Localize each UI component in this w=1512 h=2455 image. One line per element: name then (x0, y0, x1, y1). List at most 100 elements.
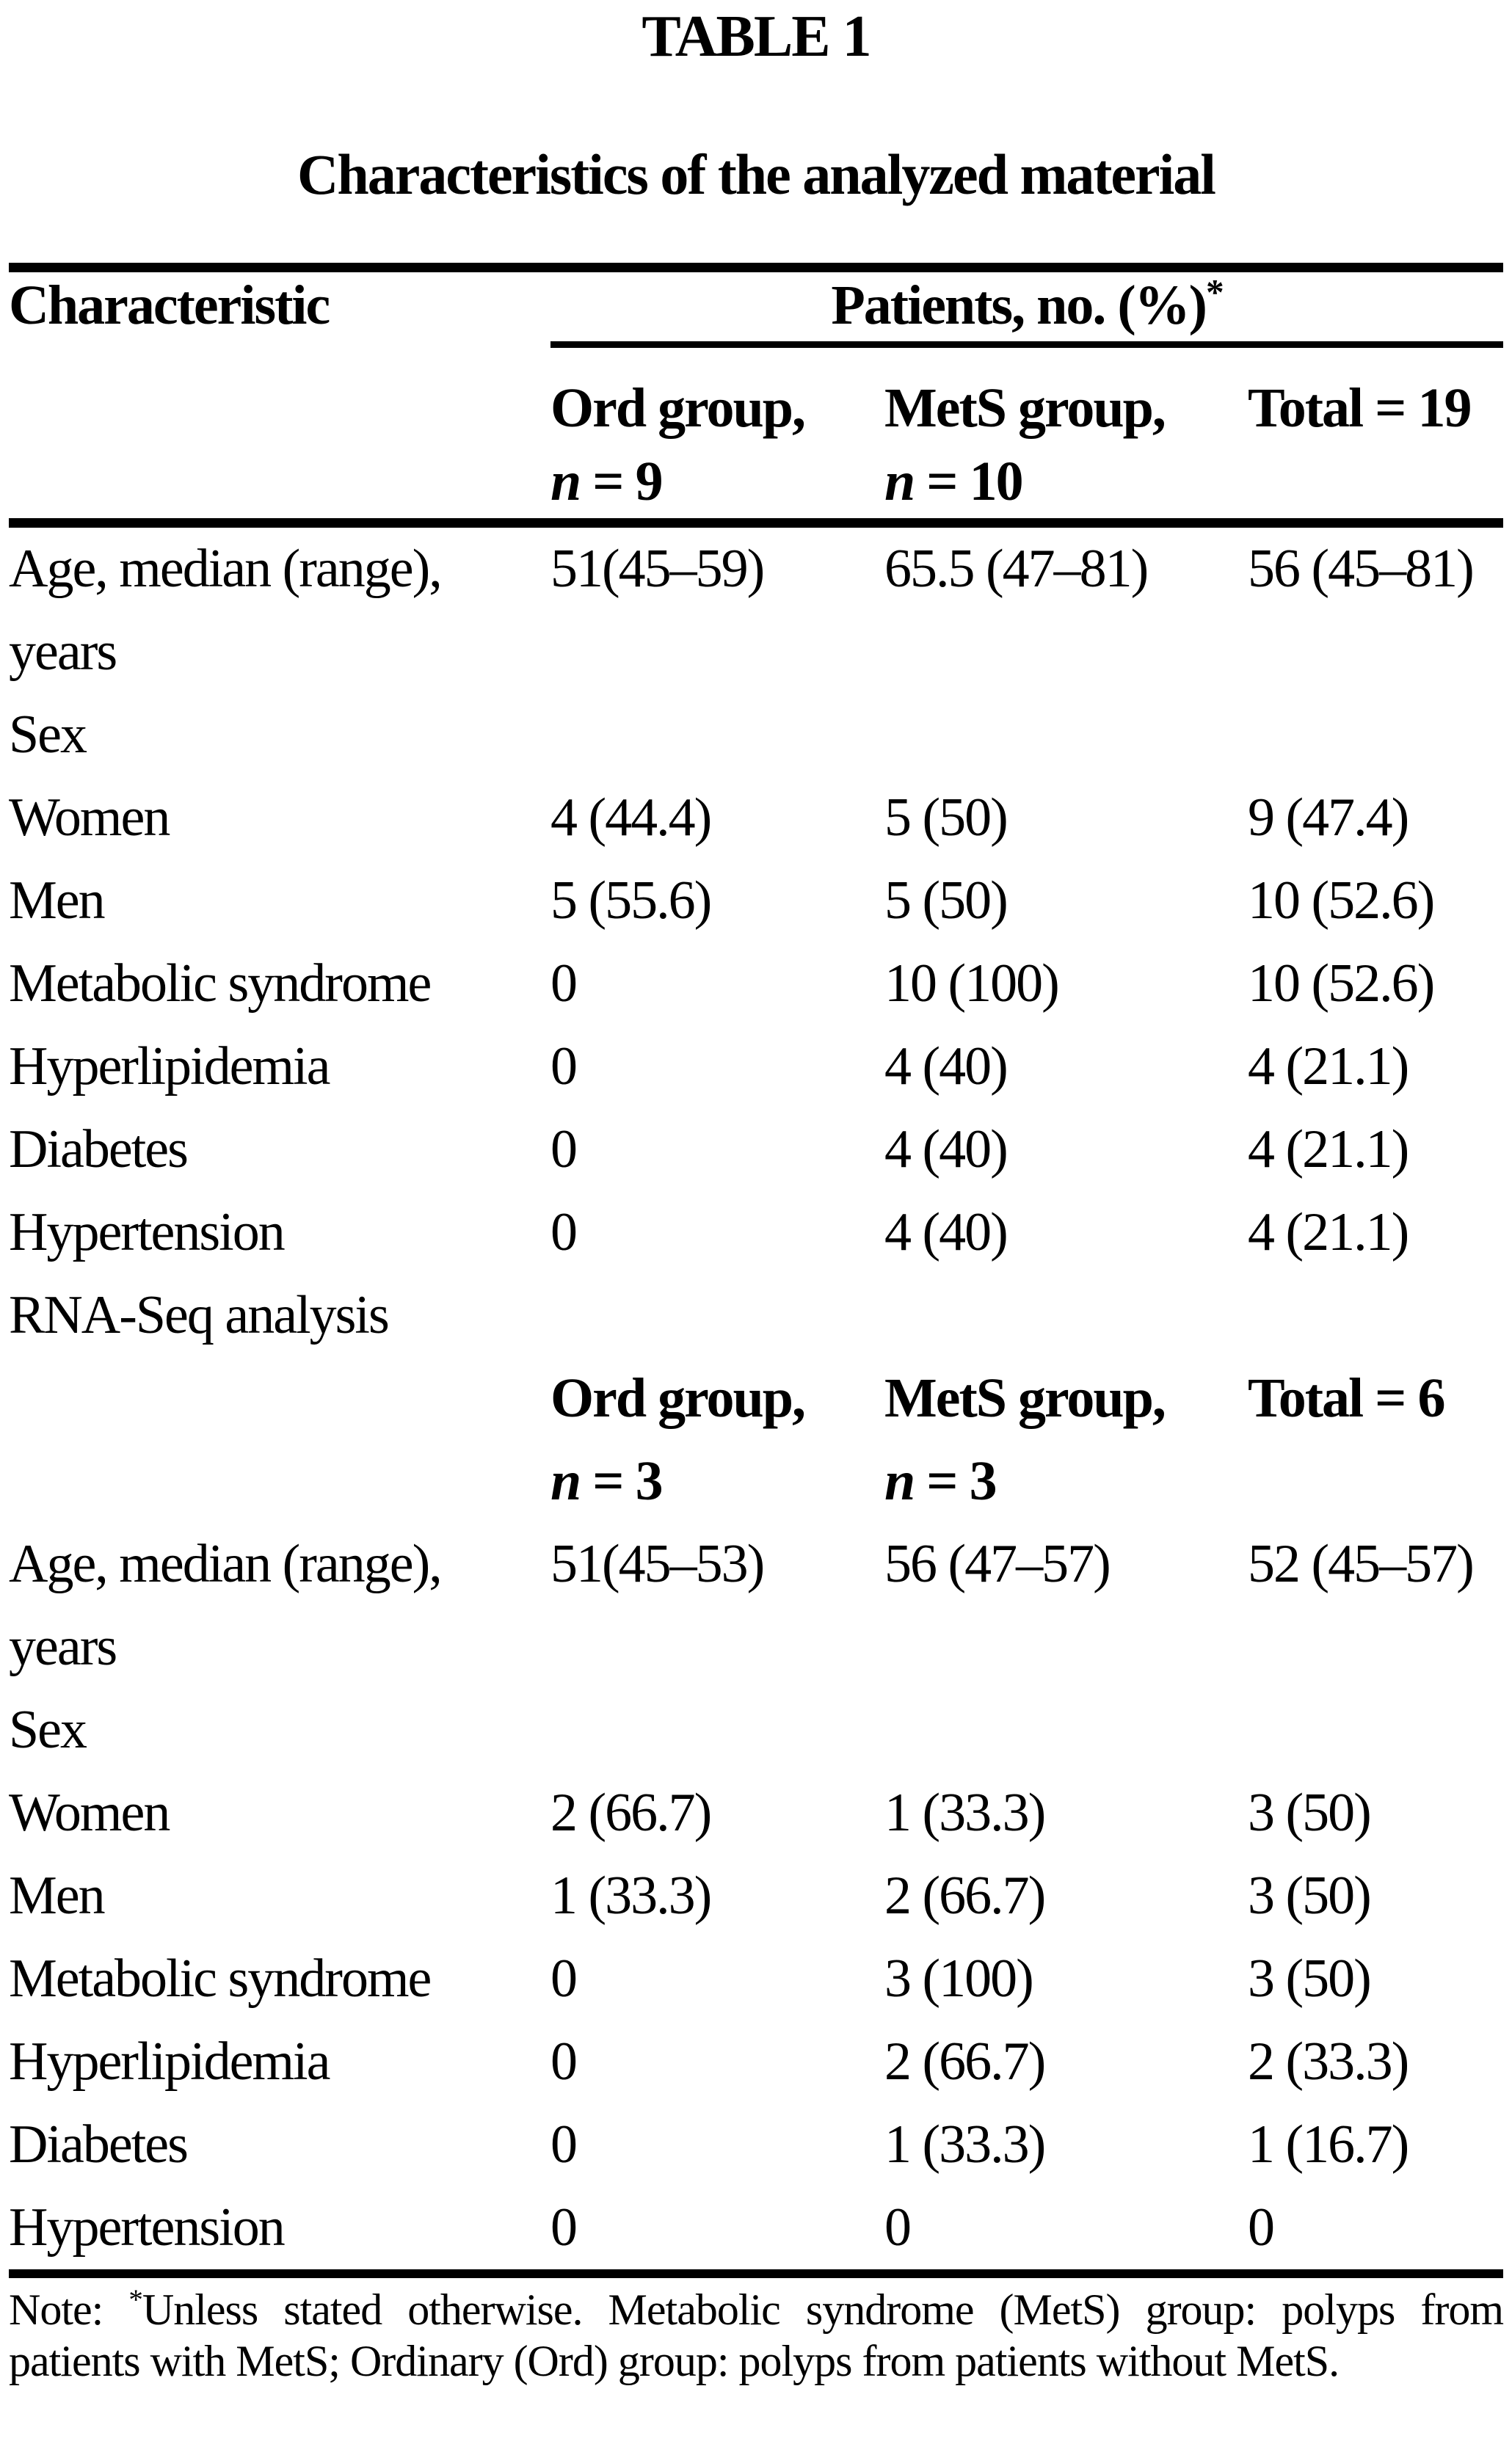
section-label: RNA-Seq analysis (9, 1285, 390, 1345)
total-value (1248, 1274, 1503, 1357)
ord-group-n: n = 9 (550, 451, 664, 512)
characteristic-header: Characteristic (9, 263, 550, 345)
total-value: 2 (33.3) (1248, 2032, 1409, 2092)
table-row: Hypertension 0 0 0 (9, 2186, 1504, 2278)
mets-value: 3 (100) (884, 1949, 1034, 2009)
table-row: Women 4 (44.4) 5 (50) 9 (47.4) (9, 776, 1503, 859)
group-header-row: Ord group, n = 9 MetS group, n = 10 Tota… (9, 345, 1503, 523)
mets-group-label: MetS group, (884, 377, 1166, 439)
table-row: Age, median (range), years 51(45–59) 65.… (9, 518, 1504, 694)
mets-value: 5 (50) (884, 788, 1008, 848)
total-value: 52 (45–57) (1248, 1534, 1475, 1594)
ord-group-label: Ord group, (550, 377, 806, 439)
ord-value: 0 (550, 2114, 578, 2175)
table-footnote: Note: *Unless stated otherwise. Metaboli… (9, 2284, 1504, 2387)
total-value: 3 (50) (1248, 1949, 1372, 2009)
total-value: 3 (50) (1248, 1866, 1372, 1926)
total-value: 56 (45–81) (1248, 518, 1504, 694)
row-label: Women (9, 1783, 170, 1843)
table-row: Age, median (range), years 51(45–53) 56 … (9, 1523, 1503, 1689)
row-label: Hypertension (9, 2186, 550, 2278)
total-value (1248, 694, 1503, 776)
table-row: Metabolic syndrome 0 3 (100) 3 (50) (9, 1938, 1503, 2021)
patients-span-header: Patients, no. (%)* (550, 263, 1504, 348)
row-label: Men (9, 1866, 106, 1926)
ord-value: 0 (550, 1202, 578, 1262)
total-value: 1 (16.7) (1248, 2114, 1409, 2175)
mets-value: 56 (47–57) (884, 1534, 1111, 1594)
total-header: Total = 19 (1248, 345, 1503, 523)
mets-value: 10 (100) (884, 953, 1060, 1014)
mets-value: 2 (66.7) (884, 1866, 1046, 1926)
total-value: 10 (52.6) (1248, 953, 1435, 1014)
n-symbol: n (884, 1450, 915, 1512)
ord-value: 0 (550, 2186, 884, 2278)
total-value: 3 (50) (1248, 1783, 1372, 1843)
mets-value: 2 (66.7) (884, 2032, 1046, 2092)
total-value (1248, 1689, 1503, 1772)
ord-group-label: Ord group, (550, 1367, 806, 1429)
n-symbol: n (550, 1450, 581, 1512)
table-row: Diabetes 0 1 (33.3) 1 (16.7) (9, 2103, 1503, 2186)
row-label: Hyperlipidemia (9, 2032, 330, 2092)
ord-value: 51(45–53) (550, 1534, 765, 1594)
mets-value: 0 (884, 2186, 1248, 2278)
ord-value: 1 (33.3) (550, 1866, 712, 1926)
row-label: Hypertension (9, 1202, 286, 1262)
n-symbol: n (550, 451, 581, 512)
mets-value (884, 694, 1248, 776)
mets-group-header: MetS group, n = 10 (884, 345, 1248, 523)
ord-value: 0 (550, 1119, 578, 1179)
ord-value: 0 (550, 953, 578, 1014)
table-row: Women 2 (66.7) 1 (33.3) 3 (50) (9, 1772, 1503, 1855)
row-label: Diabetes (9, 1119, 189, 1179)
table-row: Men 1 (33.3) 2 (66.7) 3 (50) (9, 1855, 1503, 1938)
table-number-title: TABLE 1 (641, 4, 871, 69)
mets-value: 4 (40) (884, 1036, 1008, 1096)
total-value: 10 (52.6) (1248, 870, 1435, 931)
ord-value: 5 (55.6) (550, 870, 712, 931)
asterisk-footnote-marker: * (128, 2284, 142, 2316)
patients-header-text: Patients, no. (%) (831, 274, 1207, 336)
row-label: Hyperlipidemia (9, 1036, 330, 1096)
asterisk-footnote-marker: * (1205, 272, 1224, 313)
row-label: Metabolic syndrome (9, 1949, 432, 2009)
table-caption: Characteristics of the analyzed material (297, 142, 1216, 206)
ord-value (550, 694, 884, 776)
table-row: Men 5 (55.6) 5 (50) 10 (52.6) (9, 859, 1503, 942)
ord-group-header: Ord group, n = 9 (550, 345, 884, 523)
total-value: 4 (21.1) (1248, 1202, 1409, 1262)
ord-value: 51(45–59) (550, 518, 884, 694)
mets-group-n: n = 10 (884, 451, 1024, 512)
mets-value: 4 (40) (884, 1119, 1008, 1179)
row-label: Women (9, 788, 170, 848)
mets-value: 5 (50) (884, 870, 1008, 931)
table-row: Metabolic syndrome 0 10 (100) 10 (52.6) (9, 942, 1503, 1025)
empty-cell (9, 1357, 550, 1523)
ord-group-header: Ord group, n = 3 (550, 1357, 884, 1523)
table-row: Hyperlipidemia 0 4 (40) 4 (21.1) (9, 1025, 1503, 1108)
ord-value: 0 (550, 2032, 578, 2092)
table-row: Hyperlipidemia 0 2 (66.7) 2 (33.3) (9, 2021, 1503, 2103)
mets-value (884, 1274, 1248, 1357)
table-row: Hypertension 0 4 (40) 4 (21.1) (9, 1191, 1503, 1274)
mets-group-header: MetS group, n = 3 (884, 1357, 1248, 1523)
characteristics-table: Characteristic Patients, no. (%)* Ord gr… (9, 263, 1504, 2278)
ord-group-n: n = 3 (550, 1450, 664, 1512)
table-row: Diabetes 0 4 (40) 4 (21.1) (9, 1108, 1503, 1191)
ord-value (550, 1274, 884, 1357)
table-header-row: Characteristic Patients, no. (%)* (9, 263, 1504, 348)
row-label: Diabetes (9, 2114, 189, 2175)
total-value: 4 (21.1) (1248, 1119, 1409, 1179)
row-label: Age, median (range), years (9, 1534, 443, 1677)
ord-value: 2 (66.7) (550, 1783, 712, 1843)
note-body: Unless stated otherwise. Metabolic syndr… (9, 2285, 1504, 2385)
total-label: Total = 19 (1248, 377, 1472, 439)
row-label: Sex (9, 705, 87, 765)
row-label: Sex (9, 1700, 87, 1760)
mets-value: 65.5 (47–81) (884, 518, 1248, 694)
mets-value: 4 (40) (884, 1202, 1008, 1262)
mets-group-n: n = 3 (884, 1450, 997, 1512)
mets-group-label: MetS group, (884, 1367, 1166, 1429)
